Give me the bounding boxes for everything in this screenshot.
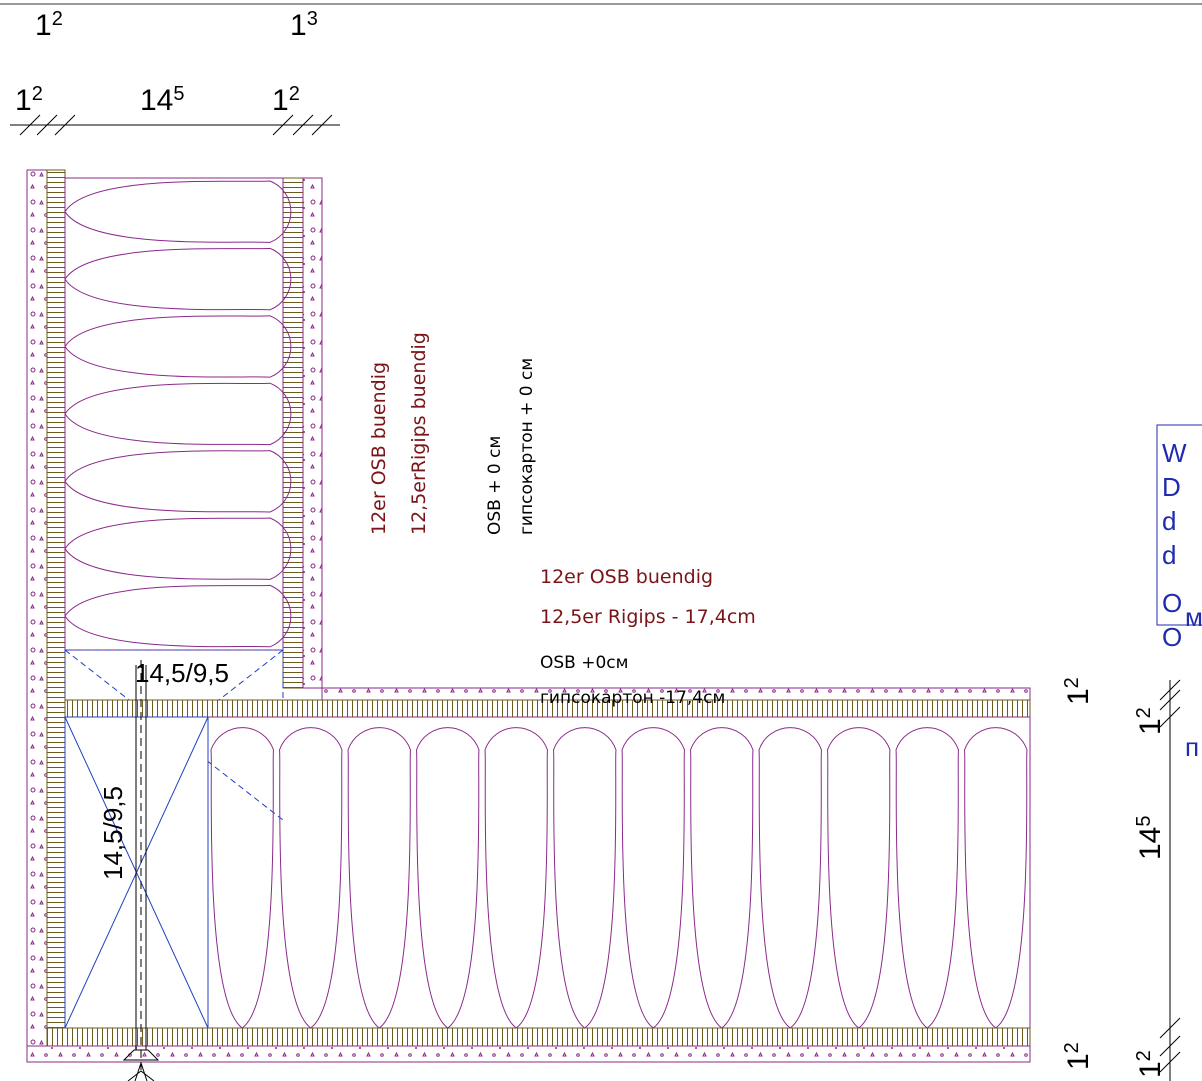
dimension-label: 12 [1133, 1050, 1167, 1078]
dimension-sup: 2 [1061, 677, 1083, 688]
dimension-label: 12 [1061, 1042, 1095, 1070]
dimension-sup: 2 [1061, 1042, 1083, 1053]
note-box [1156, 424, 1202, 626]
timber-label: 14,5/9,5 [98, 786, 128, 880]
loop [64, 315, 292, 378]
panel-line: W [1162, 438, 1187, 468]
horizontal-note: 12er OSB buendig [540, 566, 713, 588]
timber-label: 14,5/9,5 [135, 658, 229, 688]
loop [621, 727, 686, 1029]
dimension-main: 1 [1134, 1061, 1167, 1078]
gypsum [282, 177, 304, 689]
loop [415, 727, 480, 1029]
osb [46, 169, 66, 1047]
dimension-main: 1 [272, 84, 289, 117]
dimension-label: 12 [272, 83, 300, 117]
loop [64, 382, 292, 446]
dimension-sup: 5 [173, 83, 184, 105]
dimension-sup: 2 [1133, 707, 1155, 718]
loop [64, 450, 292, 513]
dimension-sup: 5 [1133, 816, 1155, 827]
vertical-note: гипсокартон + 0 см [517, 358, 537, 535]
panel-line: O [1162, 588, 1182, 618]
insulation-loops [64, 180, 1028, 1029]
dimension-line [10, 114, 1181, 1081]
dimension-label: 13 [290, 8, 318, 42]
dimension-label: 145 [1133, 816, 1167, 861]
dimension-main: 1 [1062, 688, 1095, 705]
dimension-sup: 2 [1133, 1050, 1155, 1061]
stud [64, 649, 284, 701]
vertical-note: OSB + 0 см [485, 436, 505, 535]
panel-line: м [1185, 602, 1202, 632]
dimension-sup: 2 [289, 83, 300, 105]
panel-line: O [1162, 622, 1182, 652]
dimension-main: 1 [1134, 718, 1167, 735]
dimension-main: 14 [1134, 827, 1167, 860]
plaster [26, 1045, 1031, 1063]
loop [64, 584, 292, 648]
screw [122, 660, 160, 1081]
panel-line: D [1162, 472, 1181, 502]
dimension-main: 1 [15, 84, 32, 117]
horizontal-note: 12,5er Rigips - 17,4cm [540, 606, 756, 628]
osb [46, 1027, 1031, 1047]
dimension-sup: 2 [32, 83, 43, 105]
loop [689, 727, 754, 1029]
loop [278, 727, 343, 1029]
dimension-sup: 2 [52, 8, 63, 30]
loop [826, 727, 891, 1029]
panel-line: d [1162, 540, 1176, 570]
dimension-label: 145 [140, 83, 185, 117]
dimension-main: 14 [140, 84, 173, 117]
loop [552, 727, 617, 1029]
dimension-label: 12 [1061, 677, 1095, 705]
dimension-main: 1 [290, 9, 307, 42]
dimension-main: 1 [1062, 1053, 1095, 1070]
panel-line: d [1162, 506, 1176, 536]
dimension-main: 1 [35, 9, 52, 42]
loop [64, 517, 292, 580]
dimension-label: 12 [35, 8, 63, 42]
dimension-label: 12 [1133, 707, 1167, 735]
loop [484, 727, 549, 1029]
loop [347, 727, 412, 1029]
plaster [26, 169, 48, 1063]
loop [895, 727, 960, 1029]
stud-cross [64, 649, 284, 821]
loop [963, 727, 1028, 1029]
dimension-sup: 3 [307, 8, 318, 30]
insulation [207, 716, 1031, 1029]
horizontal-note: OSB +0см [540, 653, 628, 673]
loop [64, 180, 292, 243]
horizontal-note: гипсокартон -17,4см [540, 688, 725, 708]
dimension-label: 12 [15, 83, 43, 117]
panel-line: п [1185, 732, 1199, 762]
loop [758, 727, 823, 1029]
vertical-note: 12er OSB buendig [368, 362, 390, 535]
loop [64, 247, 292, 311]
vertical-note: 12,5erRigips buendig [408, 332, 430, 535]
plaster [302, 177, 323, 689]
loop [210, 727, 275, 1029]
